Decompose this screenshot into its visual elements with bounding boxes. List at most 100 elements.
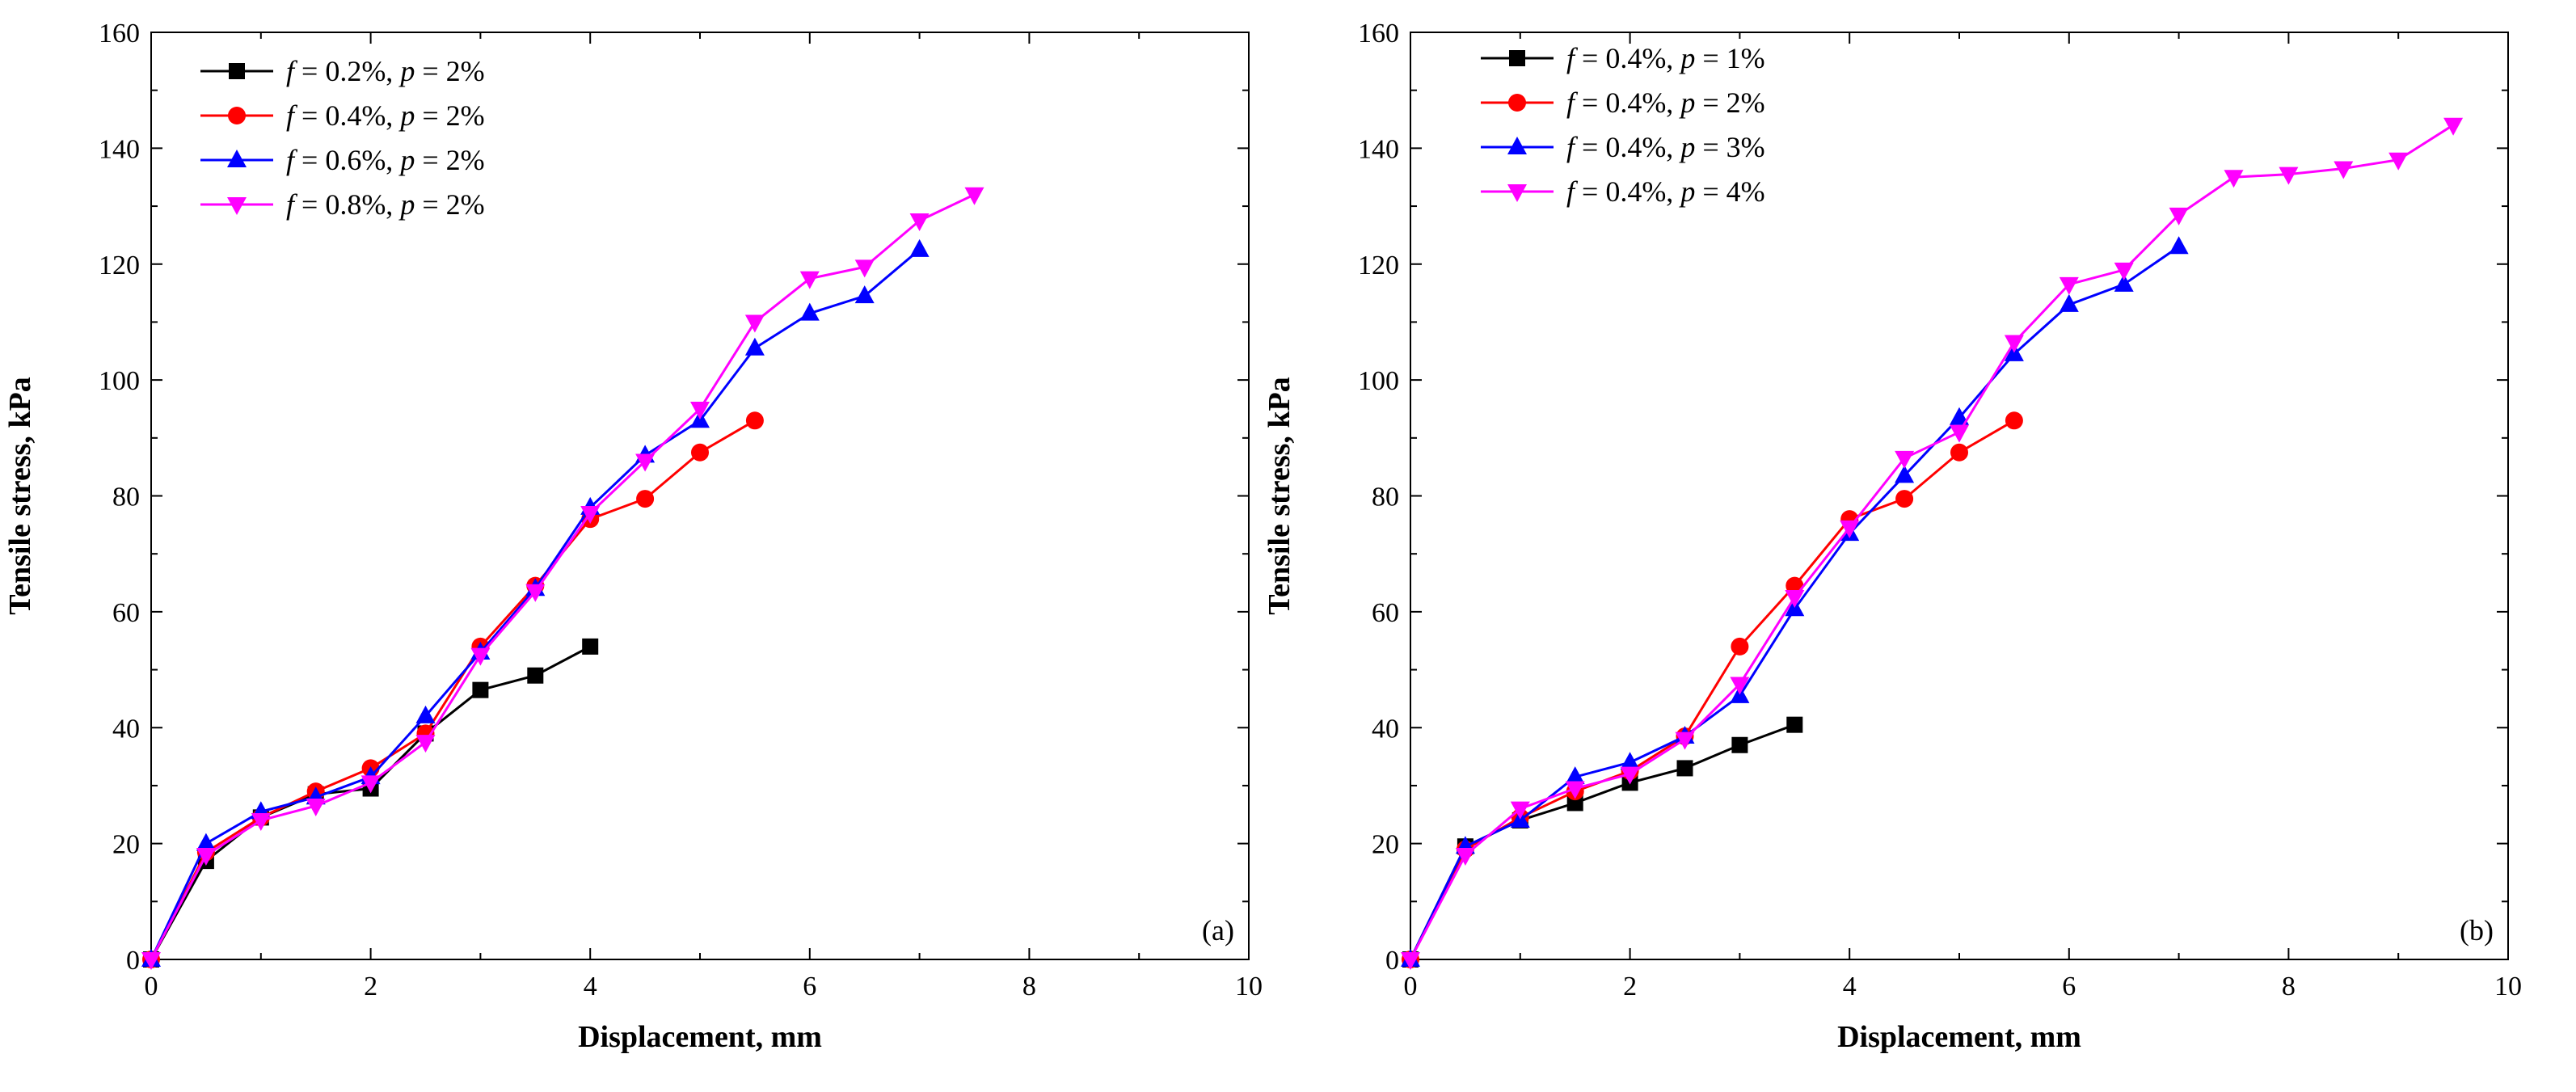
x-tick-label: 6	[803, 972, 816, 1001]
data-point	[415, 735, 436, 753]
data-point	[909, 238, 930, 257]
data-point	[799, 302, 820, 321]
data-point	[470, 647, 491, 666]
legend-item: f = 0.4%, p = 1%	[1481, 42, 1765, 74]
data-point	[2334, 161, 2354, 179]
y-tick-label: 120	[99, 251, 140, 280]
legend-item: f = 0.4%, p = 2%	[200, 99, 485, 132]
data-point	[2279, 167, 2299, 185]
data-point	[1565, 766, 1585, 785]
data-point	[964, 187, 984, 205]
x-tick-label: 4	[1843, 972, 1857, 1001]
data-point	[744, 314, 765, 333]
data-point	[1731, 637, 1749, 656]
y-tick-label: 20	[112, 830, 140, 860]
data-point	[745, 411, 764, 430]
y-tick-label: 20	[1372, 830, 1399, 860]
data-point	[799, 271, 820, 289]
data-point	[1620, 766, 1640, 785]
data-point	[141, 952, 161, 970]
data-point	[1565, 781, 1585, 799]
legend-label: f = 0.4%, p = 2%	[286, 99, 485, 132]
y-tick-label: 140	[99, 134, 140, 164]
x-tick-label: 8	[1022, 972, 1036, 1001]
data-point	[2169, 236, 2189, 255]
legend-item: f = 0.8%, p = 2%	[200, 188, 485, 221]
chart-panel-b: 0 2 4 6 8 10020406080100120140160Displacement…	[1263, 19, 2522, 1054]
y-tick-label: 80	[1372, 483, 1399, 512]
legend: f = 0.2%, p = 2% f = 0.4%, p = 2% f = 0.6%…	[200, 55, 485, 221]
y-tick-label: 140	[1358, 134, 1399, 164]
data-point	[854, 285, 875, 304]
data-point	[2443, 117, 2464, 136]
series-line	[150, 193, 976, 960]
data-point	[1731, 736, 1748, 753]
x-tick-label: 10	[2494, 972, 2522, 1001]
series-line	[1409, 420, 2015, 960]
data-point	[527, 667, 544, 684]
legend-label: f = 0.4%, p = 4%	[1566, 175, 1765, 208]
series-2	[142, 411, 764, 968]
y-tick-label: 0	[1385, 946, 1399, 976]
y-axis-title: Tensile stress, kPa	[1263, 377, 1296, 615]
data-point	[1786, 716, 1803, 733]
y-tick-label: 160	[1358, 19, 1399, 48]
series-2	[1402, 411, 2023, 968]
data-point	[1950, 407, 1969, 425]
legend-marker	[227, 197, 247, 215]
y-tick-label: 40	[1372, 714, 1399, 744]
data-point	[1785, 589, 1805, 608]
series-1	[143, 638, 599, 968]
x-axis-title: Displacement, mm	[1837, 1020, 2081, 1054]
y-tick-label: 160	[99, 19, 140, 48]
data-point	[2005, 411, 2023, 430]
data-point	[2114, 262, 2134, 280]
data-point	[1895, 490, 1914, 508]
data-point	[690, 401, 710, 420]
data-point	[1730, 677, 1750, 695]
chart-panel-a: 0 2 4 6 8 10020406080100120140160Displacement…	[3, 19, 1263, 1054]
data-point	[1620, 752, 1640, 770]
data-point	[1950, 424, 1969, 443]
y-tick-label: 100	[99, 366, 140, 396]
data-point	[1840, 520, 1860, 538]
series-line	[150, 645, 591, 960]
x-tick-label: 0	[145, 972, 158, 1001]
data-point	[2059, 276, 2079, 295]
series-4	[1401, 117, 2464, 970]
y-tick-label: 80	[112, 483, 140, 512]
data-point	[1510, 801, 1530, 820]
legend-marker	[227, 150, 247, 167]
data-point	[580, 506, 601, 525]
data-point	[582, 638, 599, 655]
data-point	[1950, 443, 1968, 462]
y-tick-label: 120	[1358, 251, 1399, 280]
legend-marker	[1508, 94, 1526, 112]
data-point	[1455, 847, 1475, 866]
legend-item: f = 0.4%, p = 3%	[1481, 131, 1765, 163]
data-point	[360, 775, 381, 794]
y-tick-label: 60	[1372, 598, 1399, 628]
legend-marker	[229, 63, 245, 79]
panel-label: (a)	[1202, 914, 1234, 947]
x-tick-label: 2	[364, 972, 377, 1001]
data-point	[691, 443, 709, 462]
y-tick-label: 40	[112, 714, 140, 744]
legend-marker	[1509, 50, 1525, 66]
data-point	[636, 490, 655, 508]
data-point	[1675, 732, 1695, 750]
x-tick-label: 10	[1235, 972, 1263, 1001]
panel-label: (b)	[2460, 914, 2494, 947]
legend-marker	[228, 107, 246, 124]
data-point	[2004, 335, 2024, 353]
legend-label: f = 0.6%, p = 2%	[286, 144, 485, 176]
y-tick-label: 0	[126, 946, 140, 976]
data-point	[909, 213, 930, 231]
x-axis-title: Displacement, mm	[578, 1020, 822, 1054]
series-line	[1409, 124, 2454, 960]
legend-label: f = 0.4%, p = 2%	[1566, 86, 1765, 119]
data-point	[196, 847, 216, 866]
y-tick-label: 60	[112, 598, 140, 628]
legend-marker	[1507, 184, 1527, 202]
data-point	[472, 681, 489, 698]
